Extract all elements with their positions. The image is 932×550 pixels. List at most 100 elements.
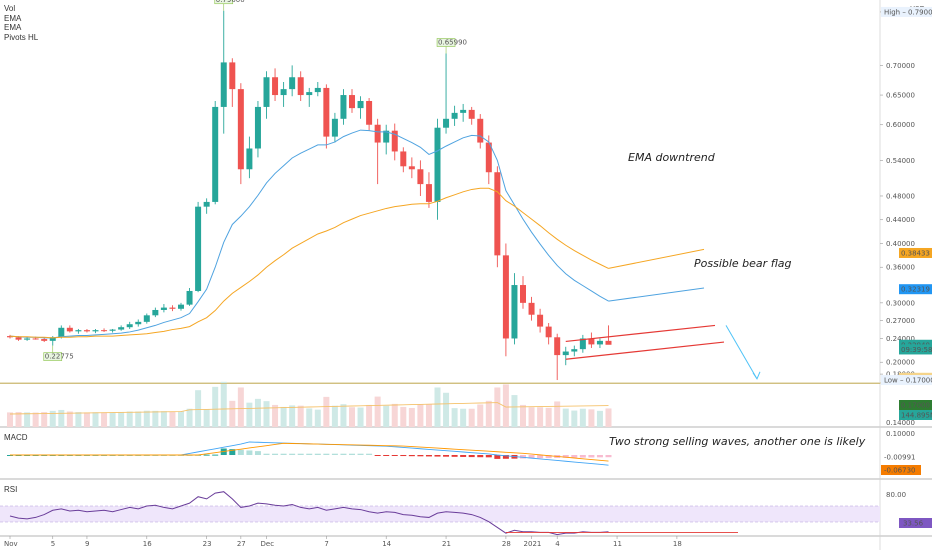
macd-histogram-bar [451,455,458,457]
volume-bar [246,402,253,427]
price-tag-bg [899,247,932,258]
macd-histogram-bar [562,455,569,458]
legend-vol[interactable]: Vol [4,4,16,13]
pivot-label: 0.65990 [438,38,467,46]
candle-body [494,172,501,256]
macd-tag-value: -0.00991 [884,454,915,462]
candle-body [605,340,612,345]
macd-histogram-bar [477,455,484,458]
ema-lines [9,129,761,380]
price-tick-label: 0.40000 [886,240,915,248]
pivot-label: 0.22775 [45,353,74,361]
rsi-band [0,506,880,522]
volume-bar [118,411,125,427]
candle-body [417,169,424,185]
time-tick-label: 4 [555,540,560,548]
flag-lower-line [565,341,725,360]
candle-body [203,201,210,207]
candle-body [520,285,526,303]
volume-bar [24,412,31,427]
legend-ema-1[interactable]: EMA [4,13,22,23]
volume-bar [331,405,338,427]
candle-body [349,95,355,109]
candle-body [24,338,31,340]
macd-histogram-bar [203,454,210,456]
macd-histogram-bar [434,455,441,457]
legend-pivots[interactable]: Pivots HL [4,32,39,42]
price-tick-label: 0.44000 [886,216,915,224]
candle-body [126,324,133,328]
macd-histogram-bar [15,454,22,456]
candle-body [160,307,167,310]
volume-bar [520,404,526,427]
price-tag-bg [881,6,932,17]
candle-body [451,112,458,119]
volume-bar [7,412,13,427]
price-tick-label: 0.20000 [886,359,915,367]
volume-bar [340,404,347,427]
rsi-tag-bg [899,518,932,528]
macd-histogram-bar [357,453,364,455]
time-tick-label: 21 [442,540,451,548]
macd-histogram-bar [306,453,313,455]
price-tag-value: 09:39:58 [901,346,932,354]
macd-histogram-bar [460,455,467,457]
volume-bar [554,401,561,427]
price-tag: 0.38433 [899,247,932,258]
target-arrowhead [752,371,761,380]
target-arrow [725,325,758,380]
volume-bar [545,407,552,427]
rsi-label[interactable]: RSI [4,485,18,494]
volume-bar [357,407,364,427]
price-tag-value: 0.32319 [901,286,930,294]
macd-tag-bg [881,465,921,475]
indicator-legend: Vol EMA EMA Pivots HL [4,4,38,42]
candle-body [92,330,99,332]
volume-tag-value: 144.895M [901,412,932,420]
candle-body [109,329,116,331]
volume-bar [451,408,458,427]
macd-histogram-bar [366,453,373,455]
candle-body [554,337,561,356]
volume-bar [596,410,603,427]
time-tick-label: 28 [502,540,511,548]
candle-body [460,109,467,113]
candle-body [408,166,415,170]
macd-histogram-bar [425,455,432,457]
candle-body [383,130,390,143]
legend-ema-2[interactable]: EMA [4,23,22,32]
macd-tag-bg [881,452,921,462]
macd-histogram-bar [314,453,321,455]
candle-body [229,62,236,90]
ema-downtrend-annotation: EMA downtrend [628,151,716,164]
candle-body [502,255,509,339]
pivot-labels: 0.79000 0.65990 0.22775 [43,0,467,361]
volume-bar [425,404,432,427]
volume-bar [135,411,142,427]
pivot-label: 0.79000 [216,0,245,4]
volume-bar [160,411,167,427]
candle-body [545,326,552,338]
candle-body [169,307,176,309]
macd-histogram-bar [289,453,296,455]
volume-bar [152,410,159,427]
volume-bar [349,407,355,427]
candle-body [280,89,287,96]
selling-waves-annotation: Two strong selling waves, another one is… [609,435,866,448]
volume-bar [494,387,501,427]
volume-bar [323,396,330,427]
macd-histogram-bar [246,450,253,455]
volume-bar [511,395,518,427]
price-tag-bg [899,284,932,295]
volume-bar [400,406,407,427]
volume-bar [32,412,39,427]
macd-histogram-bar [588,455,595,458]
price-tick-label: 0.60000 [886,121,915,129]
time-tick-label: Dec [261,540,275,548]
candle-body [357,100,364,109]
macd-histogram-bar [272,453,279,455]
macd-histogram-bar [528,455,535,459]
macd-histogram-bar [349,453,355,455]
macd-label[interactable]: MACD [4,433,28,442]
candle-body [237,89,244,170]
